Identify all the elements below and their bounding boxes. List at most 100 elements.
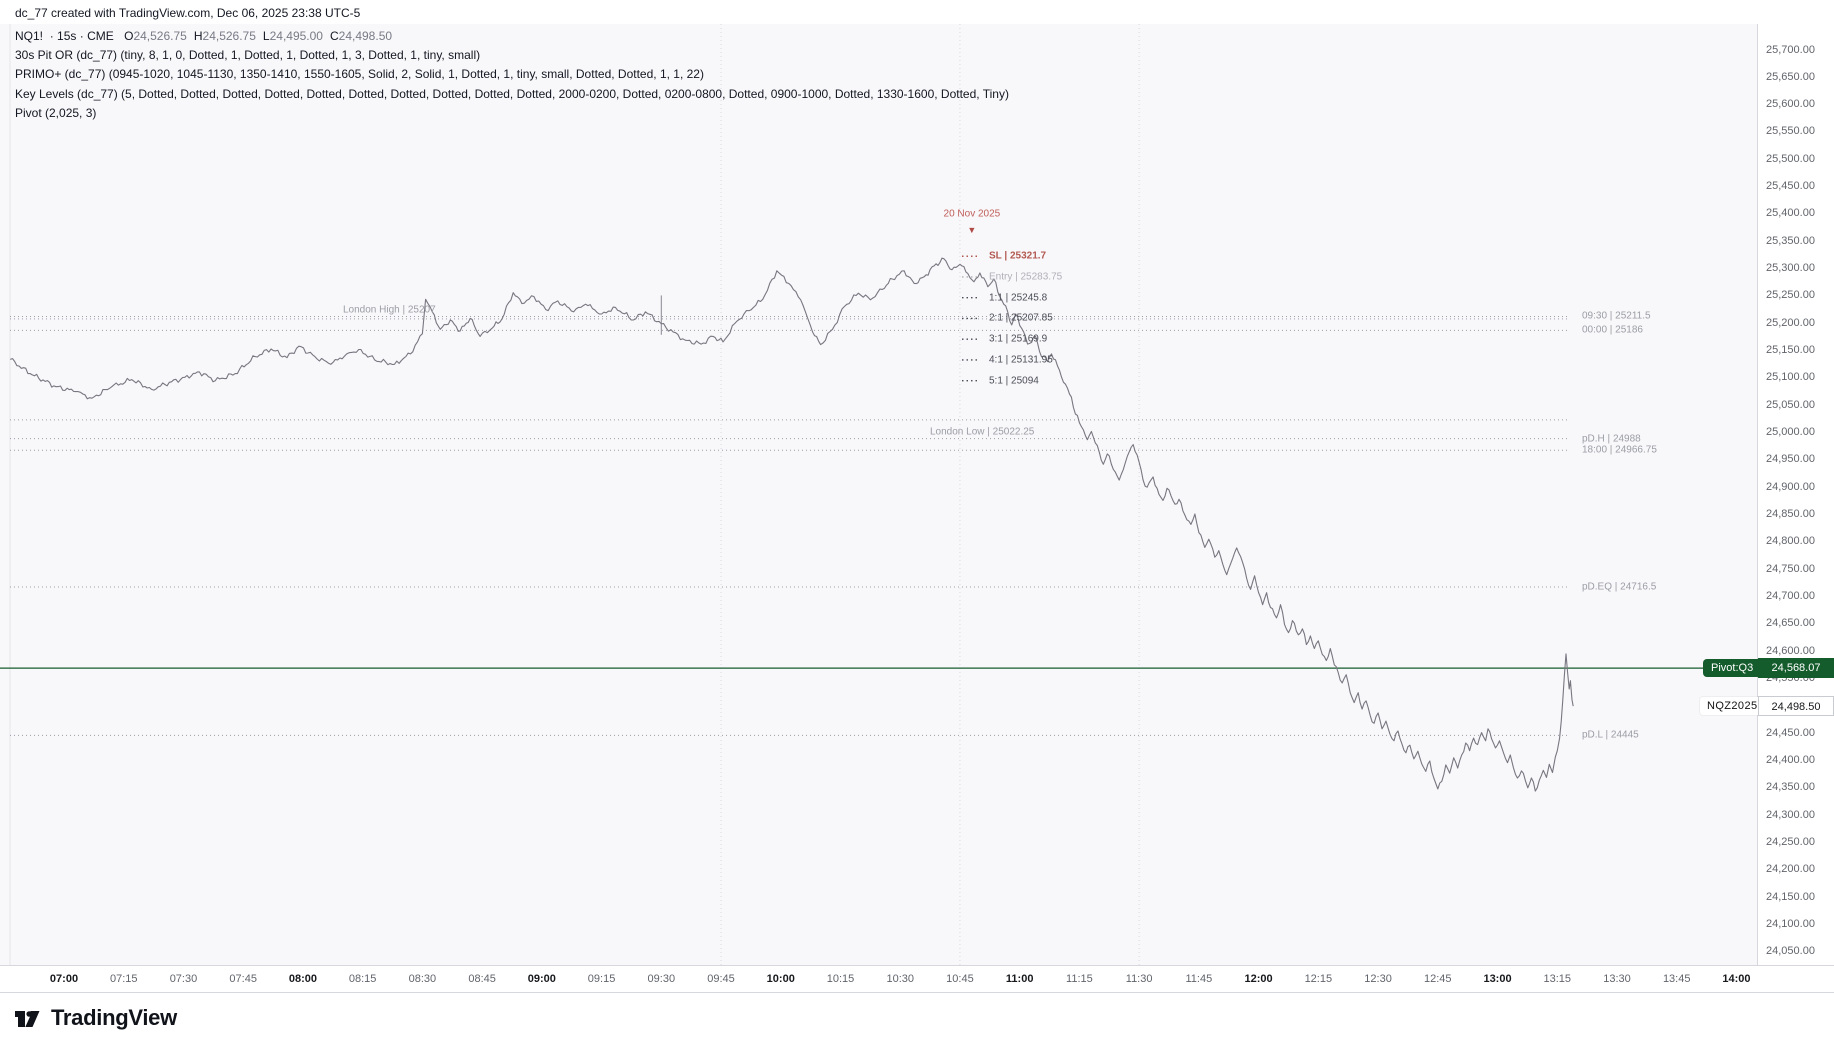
level-label-pdl: pD.L | 24445 [1582,729,1639,741]
time-tick: 13:30 [1603,973,1631,985]
time-tick: 12:15 [1304,973,1333,985]
price-tick: 25,450.00 [1766,180,1815,193]
time-tick: 07:00 [49,973,79,985]
price-tick: 25,600.00 [1766,98,1815,111]
time-tick: 13:45 [1662,973,1691,985]
indicator-row-pit-or[interactable]: 30s Pit OR (dc_77) (tiny, 8, 1, 0, Dotte… [15,48,481,63]
time-tick: 11:15 [1066,973,1093,985]
ohlc-key: H [193,29,203,43]
level-label-0930-open: 09:30 | 25211.5 [1582,310,1651,322]
pivot-q3-label[interactable]: Pivot:Q3 [1703,659,1762,678]
attribution-bar: dc_77 created with TradingView.com, Dec … [15,6,361,20]
time-tick: 12:45 [1424,973,1452,985]
price-tick: 25,550.00 [1766,125,1815,138]
pivot-q3-axis-price-tag: 24,568.07 [1758,658,1834,679]
time-tick: 07:30 [169,973,198,985]
time-tick: 08:00 [288,973,317,985]
trade-level-sl[interactable]: SL | 25321.7 [989,250,1047,262]
ohlc-value: 24,498.50 [338,29,393,43]
trade-level-entry[interactable]: Entry | 25283.75 [989,271,1063,283]
indicator-row-pivot[interactable]: Pivot (2,025, 3) [15,105,97,120]
time-tick: 12:30 [1364,973,1392,985]
price-tick: 25,000.00 [1766,426,1815,439]
last-price-axis-tag: 24,498.50 [1758,696,1834,717]
price-tick: 25,050.00 [1766,398,1815,411]
time-tick: 08:45 [468,973,496,985]
time-axis[interactable]: 07:00 07:15 07:30 07:45 08:00 08:15 08:30 08:45… [0,965,1834,993]
tradingview-logo[interactable]: TradingView [12,1003,177,1033]
price-tick: 24,650.00 [1766,617,1815,630]
price-tick: 24,350.00 [1766,781,1815,794]
trade-date-label: 20 Nov 2025 [943,208,1001,220]
price-tick: 24,050.00 [1766,945,1815,958]
level-label-london-high: London High | 25207 [343,304,436,316]
indicator-row-key-levels[interactable]: Key Levels (dc_77) (5, Dotted, Dotted, D… [15,86,1009,101]
price-tick: 25,700.00 [1766,43,1815,56]
symbol-name: NQ1! [15,29,44,43]
time-tick: 10:30 [886,973,914,985]
indicator-row-primo[interactable]: PRIMO+ (dc_77) (0945-1020, 1045-1130, 13… [15,67,704,82]
ohlc-value: 24,495.00 [269,29,323,43]
interval: 15s [57,29,77,43]
trade-marker-arrow-icon[interactable]: ▼ [967,225,977,235]
price-tick: 24,750.00 [1766,562,1815,575]
ohlc-value: 24,526.75 [202,29,256,43]
time-tick: 13:00 [1483,973,1512,985]
time-tick: 09:30 [647,973,676,985]
time-tick: 14:00 [1722,973,1751,985]
price-tick: 24,100.00 [1766,917,1815,930]
trade-level-3:1[interactable]: 3:1 | 25169.9 [989,333,1048,345]
ohlc-key: C [329,29,339,43]
ohlc-key: O [124,29,134,43]
price-tick: 24,600.00 [1766,644,1815,657]
exchange: CME [87,29,114,43]
level-label-1800-open: 18:00 | 24966.75 [1582,444,1657,456]
price-tick: 25,650.00 [1766,70,1815,83]
ohlc-value: 24,526.75 [133,29,187,43]
time-tick: 11:30 [1125,973,1153,985]
time-tick: 11:00 [1005,973,1034,985]
time-tick: 08:15 [348,973,377,985]
time-tick: 08:30 [408,973,437,985]
price-tick: 25,400.00 [1766,207,1815,220]
trade-level-2:1[interactable]: 2:1 | 25207.85 [989,312,1053,324]
time-tick: 10:45 [946,973,974,985]
price-tick: 25,150.00 [1766,344,1815,357]
level-label-0000-open: 00:00 | 25186 [1582,324,1643,336]
ohlc-values: O24,526.75 H24,526.75 L24,495.00 C24,498.50 [117,29,392,43]
symbol-legend-row[interactable]: NQ1! · 15s · CME O24,526.75 H24,526.75 L24… [15,29,393,43]
trade-level-5:1[interactable]: 5:1 | 25094 [989,375,1039,387]
tradingview-logo-text: TradingView [51,1005,177,1030]
price-tick: 24,450.00 [1766,726,1815,739]
price-tick: 24,850.00 [1766,508,1815,521]
price-tick: 24,250.00 [1766,835,1815,848]
price-tick: 24,200.00 [1766,863,1815,876]
time-tick: 10:15 [826,973,855,985]
price-tick: 25,300.00 [1766,262,1815,275]
time-tick: 09:15 [587,973,616,985]
trade-level-1:1[interactable]: 1:1 | 25245.8 [989,292,1048,304]
price-tick: 25,100.00 [1766,371,1815,384]
trade-level-4:1[interactable]: 4:1 | 25131.95 [989,354,1053,366]
price-tick: 24,400.00 [1766,753,1815,766]
time-tick: 09:45 [707,973,735,985]
level-label-pdh: pD.H | 24988 [1582,433,1641,445]
time-tick: 13:15 [1543,973,1572,985]
price-tick: 25,350.00 [1766,234,1815,247]
ohlc-key: L [262,29,270,43]
price-tick: 24,150.00 [1766,890,1815,903]
price-tick: 24,700.00 [1766,590,1815,602]
price-chart-canvas[interactable] [0,0,1757,965]
price-tick: 25,250.00 [1766,289,1815,302]
price-tick: 24,900.00 [1766,480,1815,493]
price-tick: 24,950.00 [1766,453,1815,466]
price-tick: 25,200.00 [1766,316,1815,329]
level-label-pdeq: pD.EQ | 24716.5 [1582,581,1657,593]
level-label-london-low: London Low | 25022.25 [930,426,1035,438]
time-tick: 07:45 [229,973,257,985]
contract-label: NQZ2025 [1700,697,1765,716]
price-tick: 24,300.00 [1766,808,1815,821]
time-tick: 09:00 [527,973,556,985]
price-axis[interactable]: 25,700.00 25,650.00 25,600.00 25,550.00 25,5… [1757,24,1834,965]
time-tick: 12:00 [1244,973,1273,985]
